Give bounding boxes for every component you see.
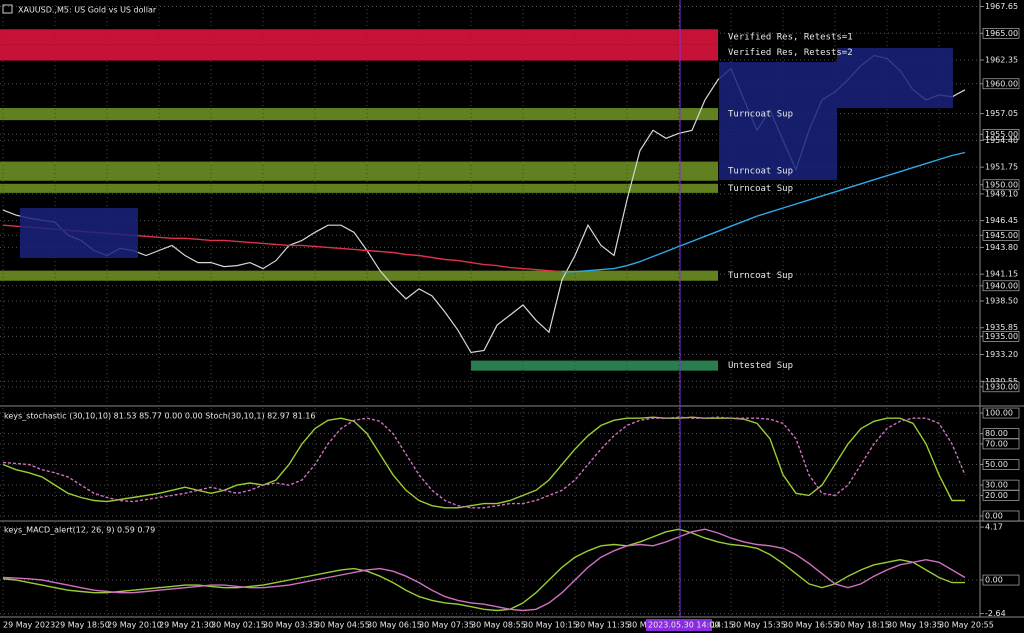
panel-title: keys_stochastic (30,10,10) 81.53 85.77 0… — [4, 412, 315, 421]
tick-label-box — [982, 438, 1020, 450]
x-tick-label: 30 May 10:15 — [523, 621, 578, 630]
zone-label: Turncoat Sup — [728, 167, 793, 177]
zone-label: Untested Sup — [728, 361, 793, 371]
y-tick-label: 1935.00 — [985, 332, 1018, 341]
x-tick-label: 30 May 06:15 — [367, 621, 422, 630]
y-tick-label: 1965.00 — [985, 29, 1018, 38]
y-tick-label: 1935.85 — [985, 323, 1018, 332]
zone-label: Turncoat Sup — [728, 110, 793, 120]
range-box — [719, 62, 837, 180]
x-tick-label: 30 May 11:35 — [575, 621, 630, 630]
y-tick-label: 80.00 — [985, 429, 1008, 438]
tick-label-box — [982, 27, 1020, 39]
x-tick-label: 29 May 18:50 — [55, 621, 110, 630]
y-tick-label: 1962.35 — [985, 56, 1018, 65]
x-tick-label: 29 May 20:10 — [107, 621, 162, 630]
y-tick-label: 100.00 — [985, 409, 1013, 418]
y-tick-label: 30.00 — [985, 481, 1008, 490]
x-tick-label: 29 May 2023 — [3, 621, 55, 630]
x-tick-label: 30 May 20:55 — [939, 621, 994, 630]
y-tick-label: 1945.00 — [985, 231, 1018, 240]
y-tick-label: 1950.00 — [985, 180, 1018, 189]
tick-label-box — [982, 179, 1020, 191]
y-tick-label: 1941.15 — [985, 270, 1018, 279]
chart-title: XAUUSD.,M5: US Gold vs US dollar — [18, 6, 157, 15]
x-tick-label: 30 May 16:55 — [783, 621, 838, 630]
y-tick-label: 1967.65 — [985, 2, 1018, 11]
range-box — [20, 208, 138, 258]
y-tick-label: 1949.10 — [985, 189, 1018, 198]
series-line — [562, 151, 966, 273]
y-tick-label: 0.00 — [985, 511, 1003, 520]
zone-label: Verified Res, Retests=2 — [728, 48, 853, 58]
tick-label-box — [982, 459, 1020, 470]
y-tick-label: 0.00 — [985, 576, 1003, 585]
zone — [0, 44, 718, 61]
zone — [0, 161, 718, 181]
y-tick-label: 1954.40 — [985, 136, 1018, 145]
panel-title: keys_MACD_alert(12, 26, 9) 0.59 0.79 — [4, 526, 155, 535]
crosshair-label-box — [646, 619, 712, 631]
tick-label-box — [982, 128, 1020, 140]
zone-label: Turncoat Sup — [728, 271, 793, 281]
y-tick-label: 50.00 — [985, 460, 1008, 469]
tick-label-box — [982, 510, 1020, 522]
series-line — [2, 416, 966, 509]
series-line — [2, 416, 965, 509]
y-tick-label: 1938.50 — [985, 296, 1018, 305]
y-tick-label: 1930.00 — [985, 382, 1018, 391]
y-tick-label: 1933.20 — [985, 350, 1018, 359]
zone-label: Verified Res, Retests=1 — [728, 32, 853, 42]
zone — [0, 29, 718, 45]
tick-label-box — [982, 331, 1020, 342]
x-tick-label: 30 May 19:35 — [887, 621, 942, 630]
window-icon — [2, 4, 13, 14]
tick-label-box — [982, 230, 1020, 241]
zone — [471, 360, 718, 371]
y-tick-label: 1957.05 — [985, 109, 1018, 118]
y-tick-label: 1955.00 — [985, 130, 1018, 139]
y-tick-label: 1943.80 — [985, 243, 1018, 252]
series-line — [2, 528, 966, 612]
x-tick-label: 29 May 21:30 — [159, 621, 214, 630]
tick-label-box — [982, 407, 1020, 419]
tick-label-box — [982, 381, 1020, 393]
x-tick-label: 30 May 03:35 — [263, 621, 318, 630]
tick-label-box — [982, 490, 1020, 501]
y-tick-label: 1940.00 — [985, 281, 1018, 290]
tick-label-box — [982, 574, 1020, 586]
y-tick-label: 1946.45 — [985, 216, 1018, 225]
x-tick-label: 30 May 07:35 — [419, 621, 474, 630]
x-tick-label: 30 May 02:15 — [211, 621, 266, 630]
x-tick-label: 30 May 15:35 — [731, 621, 786, 630]
zone — [0, 108, 718, 121]
zone — [0, 270, 718, 281]
zone — [0, 183, 718, 193]
zone-label: Turncoat Sup — [728, 184, 793, 194]
x-tick-label: 30 May 18:15 — [835, 621, 890, 630]
y-tick-label: 20.00 — [985, 491, 1008, 500]
series-line — [2, 528, 965, 612]
x-tick-label: 30 May 04:55 — [315, 621, 370, 630]
range-box — [837, 48, 953, 108]
crosshair-label: 2023.05.30 14:00 — [648, 621, 719, 630]
tick-label-box — [982, 280, 1020, 292]
y-tick-label: 1930.55 — [985, 377, 1018, 386]
y-tick-label: 4.17 — [985, 523, 1003, 532]
x-tick-label: 30 May 08:55 — [471, 621, 526, 630]
y-tick-label: -2.64 — [985, 609, 1006, 618]
tick-label-box — [982, 78, 1020, 90]
y-tick-label: 70.00 — [985, 439, 1008, 448]
y-tick-label: 1951.75 — [985, 163, 1018, 172]
y-tick-label: 1960.00 — [985, 79, 1018, 88]
